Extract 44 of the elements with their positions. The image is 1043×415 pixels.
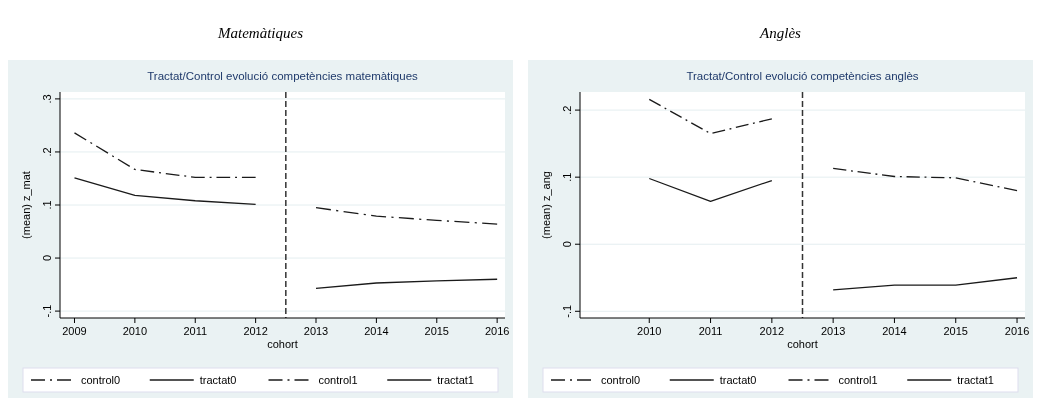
x-tick-label: 2015 [424, 325, 450, 337]
y-axis-title: (mean) z_mat [20, 171, 32, 239]
chart-subtitle: Tractat/Control evolució competències matemàtiques [147, 70, 419, 82]
x-tick-label: 2014 [364, 325, 389, 337]
legend-label: control1 [838, 374, 878, 386]
line-series [315, 207, 498, 225]
y-axis-title: (mean) z_ang [540, 171, 552, 239]
legend-label: tractat1 [437, 374, 474, 386]
y-tick-label: 0 [561, 241, 573, 248]
legend-label: control0 [601, 374, 641, 386]
x-tick-label: 2012 [243, 325, 268, 337]
legend-label: tractat0 [719, 374, 757, 386]
x-tick-label: 2016 [1004, 325, 1030, 337]
line-series [73, 177, 257, 206]
chart-subtitle: Tractat/Control evolució competències anglès [686, 70, 919, 82]
x-tick-label: 2015 [943, 325, 968, 337]
legend-label: control0 [81, 374, 121, 386]
x-tick-label: 2010 [637, 325, 662, 337]
y-tick-label: .2 [561, 105, 573, 115]
line-series [315, 278, 498, 289]
line-series [832, 167, 1018, 192]
x-tick-label: 2009 [62, 325, 87, 337]
x-tick-label: 2013 [303, 325, 329, 337]
x-tick-label: 2011 [698, 325, 723, 337]
x-tick-label: 2016 [484, 325, 510, 337]
x-tick-label: 2013 [820, 325, 846, 337]
x-tick-label: 2010 [122, 325, 148, 337]
y-tick-label: .2 [41, 147, 53, 157]
y-tick-label: -.1 [41, 304, 53, 318]
y-tick-label: .1 [41, 200, 53, 210]
chart-title: Matemàtiques [217, 25, 304, 41]
y-tick-label: -.1 [561, 304, 573, 318]
x-axis-title: cohort [267, 338, 298, 350]
x-tick-label: 2014 [882, 325, 907, 337]
chart-title: Anglès [759, 25, 802, 41]
y-tick-label: 0 [41, 254, 53, 262]
x-axis-title: cohort [787, 338, 818, 350]
legend-label: tractat1 [957, 374, 994, 386]
legend-label: control1 [318, 374, 358, 386]
y-tick-label: .3 [41, 94, 53, 104]
x-tick-label: 2011 [183, 325, 208, 337]
legend-label: tractat0 [199, 374, 237, 386]
x-tick-label: 2012 [759, 325, 785, 337]
y-tick-label: .1 [561, 172, 573, 182]
